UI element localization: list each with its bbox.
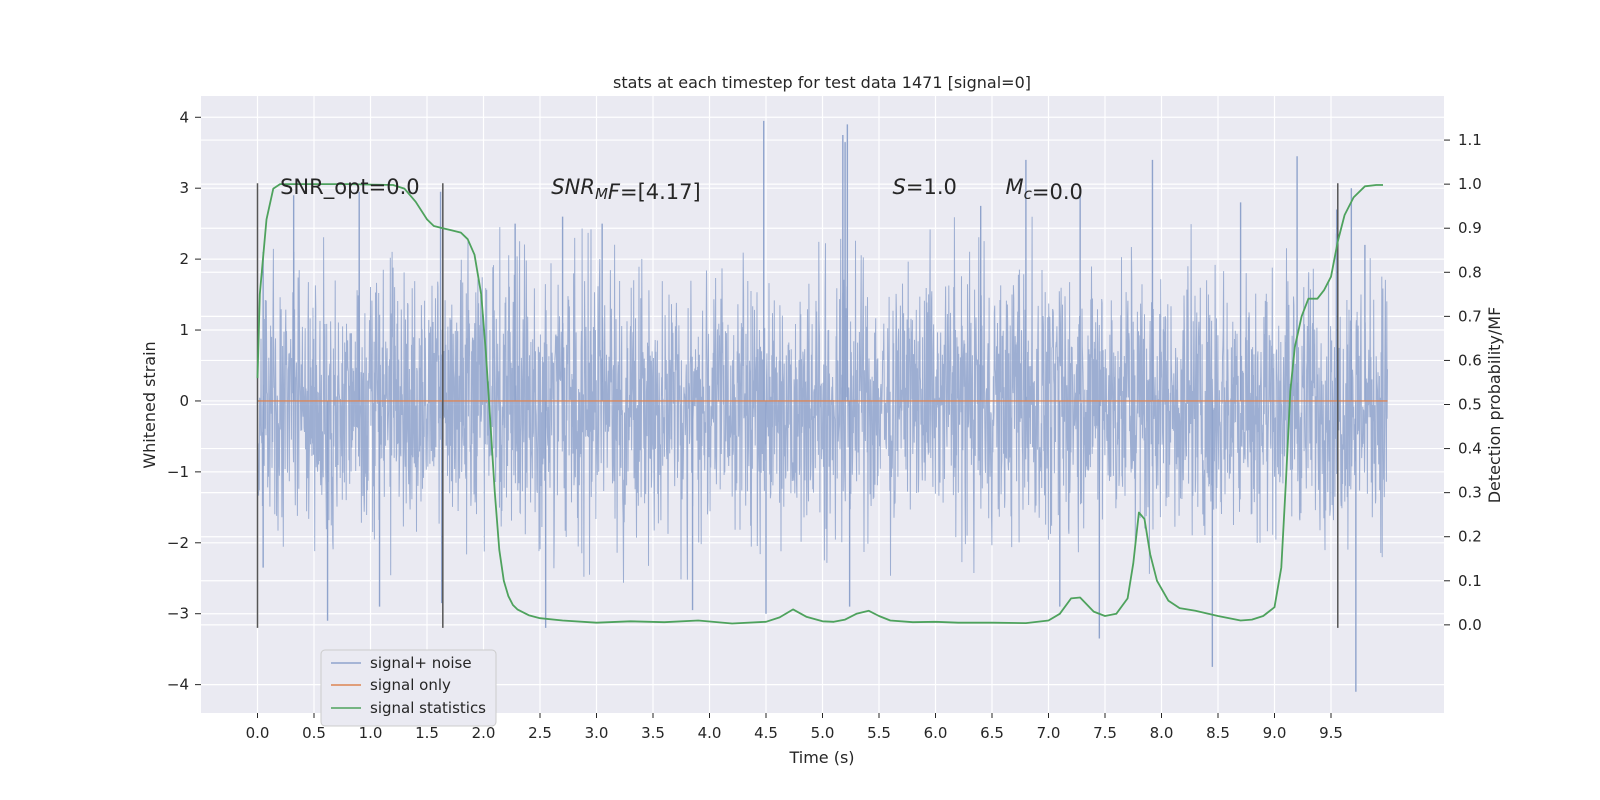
x-tick-label: 7.0 xyxy=(1037,724,1061,742)
x-tick-label: 9.0 xyxy=(1263,724,1287,742)
y2-tick-label: 1.1 xyxy=(1458,131,1482,149)
annotation-2: S=1.0 xyxy=(893,175,957,199)
x-tick-label: 5.0 xyxy=(811,724,835,742)
legend: signal+ noise signal only signal statist… xyxy=(320,649,497,727)
x-tick-label: 3.5 xyxy=(641,724,665,742)
y2-axis-label: Detection probability/MF xyxy=(1485,307,1504,504)
noise-trace xyxy=(257,216,1388,583)
legend-label-signal-only: signal only xyxy=(370,676,451,694)
x-tick-label: 5.5 xyxy=(867,724,891,742)
x-tick-label: 1.0 xyxy=(359,724,383,742)
x-axis-label: Time (s) xyxy=(788,748,854,767)
series-signal-statistics xyxy=(256,183,1383,625)
x-tick-label: 0.0 xyxy=(246,724,270,742)
y2-tick-label: 0.0 xyxy=(1458,616,1482,634)
y-tick-label: −1 xyxy=(167,463,189,481)
x-tick-label: 0.5 xyxy=(302,724,326,742)
x-tick-label: 4.5 xyxy=(754,724,778,742)
annotation-part: S xyxy=(893,175,906,199)
chart-title: stats at each timestep for test data 147… xyxy=(613,73,1031,92)
y2-tick-label: 0.2 xyxy=(1458,528,1482,546)
x-tick-label: 2.5 xyxy=(528,724,552,742)
y2-tick-label: 0.5 xyxy=(1458,396,1482,414)
y-axis-ticks: 4 3 2 1 0 −1 −2 −3 −4 xyxy=(167,108,201,694)
y-tick-label: 3 xyxy=(179,179,189,197)
x-tick-label: 8.5 xyxy=(1206,724,1230,742)
statistics-line xyxy=(256,183,1383,625)
x-tick-label: 6.5 xyxy=(980,724,1004,742)
x-tick-label: 1.5 xyxy=(415,724,439,742)
annotation-part: =1.0 xyxy=(906,175,957,199)
y2-axis-ticks: 1.1 1.0 0.9 0.8 0.7 0.6 0.5 0.4 0.3 0.2 0.1 0.0 xyxy=(1444,131,1482,634)
y-tick-label: −3 xyxy=(167,605,189,623)
x-tick-label: 6.0 xyxy=(924,724,948,742)
y2-tick-label: 0.6 xyxy=(1458,351,1482,369)
y-tick-label: 1 xyxy=(179,321,189,339)
y-tick-label: 0 xyxy=(179,392,189,410)
y2-tick-label: 0.4 xyxy=(1458,440,1482,458)
y2-tick-label: 1.0 xyxy=(1458,175,1482,193)
x-tick-label: 2.0 xyxy=(472,724,496,742)
annotation-part: M xyxy=(595,185,608,203)
annotation-3: Mc=0.0 xyxy=(1006,175,1083,204)
legend-label-signal-statistics: signal statistics xyxy=(370,699,486,717)
y2-tick-label: 0.8 xyxy=(1458,263,1482,281)
y2-tick-label: 0.1 xyxy=(1458,572,1482,590)
legend-label-signal-noise: signal+ noise xyxy=(370,654,472,672)
y-tick-label: −2 xyxy=(167,534,189,552)
legend-box xyxy=(320,649,497,727)
x-tick-label: 4.0 xyxy=(698,724,722,742)
annotation-1: SNRMF=[4.17] xyxy=(551,175,700,204)
y2-tick-label: 0.7 xyxy=(1458,307,1482,325)
y2-tick-label: 0.3 xyxy=(1458,484,1482,502)
y-tick-label: 2 xyxy=(179,250,189,268)
annotations: SNR_opt=0.0 SNRMF=[4.17] S=1.0 Mc=0.0 xyxy=(280,175,1083,204)
marker-lines xyxy=(256,183,1339,628)
x-tick-label: 7.5 xyxy=(1093,724,1117,742)
series-signal-noise xyxy=(257,120,1388,692)
y-tick-label: 4 xyxy=(179,108,189,126)
x-tick-label: 3.0 xyxy=(585,724,609,742)
annotation-part: F xyxy=(608,180,621,204)
x-tick-label: 8.0 xyxy=(1150,724,1174,742)
y-axis-label: Whitened strain xyxy=(140,341,159,468)
y-tick-label: −4 xyxy=(167,676,189,694)
x-tick-label: 9.5 xyxy=(1319,724,1343,742)
annotation-part: SNR xyxy=(551,175,595,199)
annotation-part: SNR_opt=0.0 xyxy=(280,175,420,200)
annotation-part: c xyxy=(1024,185,1033,203)
annotation-part: M xyxy=(1006,175,1024,199)
y2-tick-label: 0.9 xyxy=(1458,219,1482,237)
annotation-part: =0.0 xyxy=(1032,180,1083,204)
x-axis-ticks: 0.0 0.5 1.0 1.5 2.0 2.5 3.0 3.5 4.0 4.5 5.0 5.5 6.0 6… xyxy=(246,713,1343,742)
annotation-0: SNR_opt=0.0 xyxy=(280,175,420,200)
annotation-part: =[4.17] xyxy=(620,180,701,204)
